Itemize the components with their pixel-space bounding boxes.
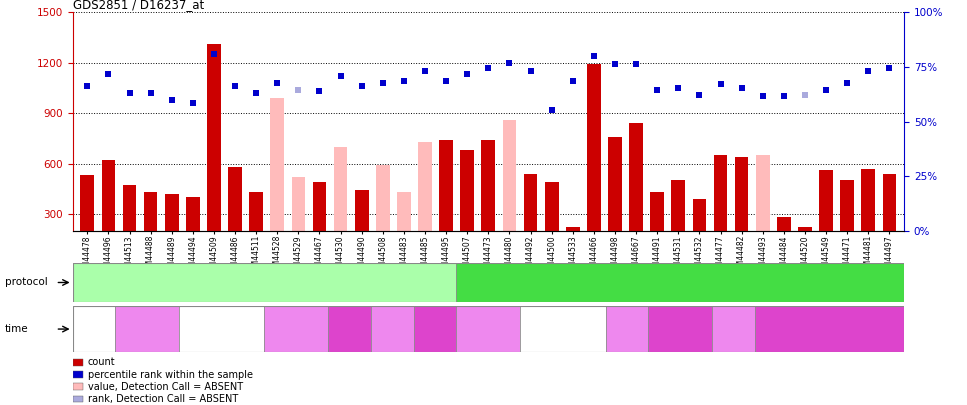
Bar [397, 192, 411, 264]
Bar [520, 306, 605, 352]
Bar [566, 228, 579, 264]
Text: 4 h: 4 h [214, 324, 229, 334]
Bar [883, 174, 896, 264]
Bar [371, 306, 414, 352]
Bar [228, 167, 242, 264]
Bar [714, 155, 727, 264]
Text: value, Detection Call = ABSENT: value, Detection Call = ABSENT [88, 382, 243, 392]
Text: 0.5 h: 0.5 h [134, 324, 160, 334]
Text: 72 h: 72 h [381, 324, 403, 334]
Bar [334, 147, 347, 264]
Text: 504 h: 504 h [815, 324, 843, 334]
Bar [329, 306, 371, 352]
Bar [755, 306, 904, 352]
Bar [115, 306, 179, 352]
Bar [249, 192, 263, 264]
Bar [80, 175, 94, 264]
Bar [692, 199, 706, 264]
Bar [544, 182, 559, 264]
Bar [819, 170, 833, 264]
Bar [605, 306, 648, 352]
Bar [713, 306, 755, 352]
Bar [355, 190, 368, 264]
Text: GDS2851 / D16237_at: GDS2851 / D16237_at [73, 0, 204, 11]
Text: 8 h: 8 h [289, 324, 305, 334]
Bar [524, 174, 538, 264]
Text: 4 h: 4 h [555, 324, 571, 334]
Bar [862, 168, 875, 264]
Bar [456, 306, 520, 352]
Bar [312, 182, 326, 264]
Bar [756, 155, 770, 264]
Bar [73, 371, 83, 378]
Bar [271, 98, 284, 264]
Bar [608, 136, 622, 264]
Bar [376, 165, 390, 264]
Text: protocol: protocol [5, 277, 47, 288]
Bar [73, 306, 115, 352]
Text: 0 h: 0 h [86, 324, 102, 334]
Text: 72 h: 72 h [722, 324, 745, 334]
Bar [587, 64, 601, 264]
Text: rank, Detection Call = ABSENT: rank, Detection Call = ABSENT [88, 394, 238, 404]
Text: 8 h: 8 h [619, 324, 634, 334]
Text: percentile rank within the sample: percentile rank within the sample [88, 370, 252, 379]
Text: count: count [88, 358, 115, 367]
Bar [207, 44, 220, 264]
Bar [630, 123, 643, 264]
Bar [264, 306, 329, 352]
Bar [735, 157, 748, 264]
Text: lateral fluid percussion-induced injury: lateral fluid percussion-induced injury [581, 277, 779, 288]
Text: 24 h: 24 h [669, 324, 691, 334]
Text: sham: sham [250, 277, 278, 288]
Bar [186, 197, 200, 264]
Bar [840, 180, 854, 264]
Bar [671, 180, 686, 264]
Bar [123, 185, 136, 264]
Bar [456, 263, 904, 302]
Bar [73, 396, 83, 402]
Bar [73, 384, 83, 390]
Bar [418, 142, 432, 264]
Text: 504 h: 504 h [421, 324, 449, 334]
Bar [291, 177, 306, 264]
Bar [460, 150, 474, 264]
Text: 24 h: 24 h [338, 324, 361, 334]
Bar [414, 306, 456, 352]
Text: 0.5 h: 0.5 h [476, 324, 501, 334]
Text: time: time [5, 324, 28, 334]
Bar [482, 140, 495, 264]
Bar [73, 263, 456, 302]
Bar [651, 192, 664, 264]
Bar [503, 120, 516, 264]
Bar [648, 306, 713, 352]
Bar [144, 192, 158, 264]
Bar [102, 160, 115, 264]
Bar [73, 359, 83, 366]
Bar [439, 140, 453, 264]
Bar [798, 228, 812, 264]
Bar [777, 217, 791, 264]
Bar [164, 194, 179, 264]
Bar [179, 306, 264, 352]
